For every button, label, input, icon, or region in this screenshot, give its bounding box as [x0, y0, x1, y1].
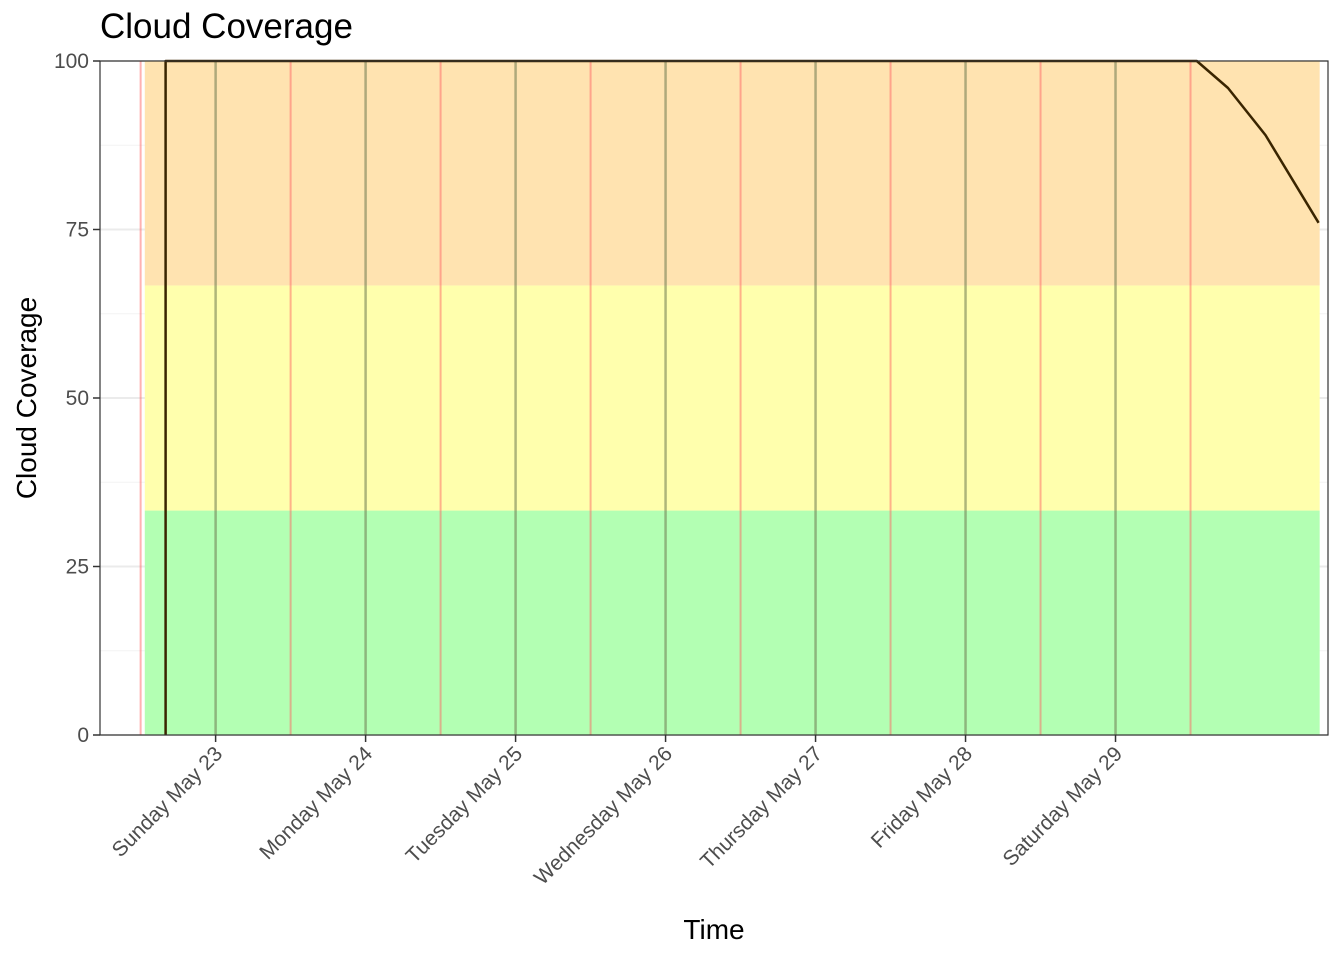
coverage-band-1: [144, 285, 1320, 511]
coverage-band-2: [144, 61, 1320, 286]
x-axis-title: Time: [683, 914, 744, 945]
y-tick-label: 0: [77, 724, 89, 747]
coverage-band-0: [144, 510, 1320, 735]
y-tick-label: 75: [66, 219, 89, 242]
plot-panel: [99, 59, 1329, 736]
x-tick-label: Saturday May 29: [999, 742, 1128, 871]
x-tick-label: Wednesday May 26: [530, 742, 677, 889]
x-tick-label: Friday May 28: [867, 742, 977, 852]
x-tick-label: Thursday May 27: [696, 742, 827, 873]
chart-title: Cloud Coverage: [100, 7, 353, 46]
x-tick-label: Sunday May 23: [108, 742, 227, 861]
y-axis-title: Cloud Coverage: [11, 297, 42, 499]
y-tick-label: 25: [66, 556, 89, 579]
series-line-0: [164, 59, 1320, 735]
x-tick-label: Tuesday May 25: [402, 742, 527, 867]
x-tick-label: Monday May 24: [255, 742, 377, 864]
y-tick-label: 100: [54, 50, 89, 73]
y-tick-label: 50: [66, 387, 89, 410]
